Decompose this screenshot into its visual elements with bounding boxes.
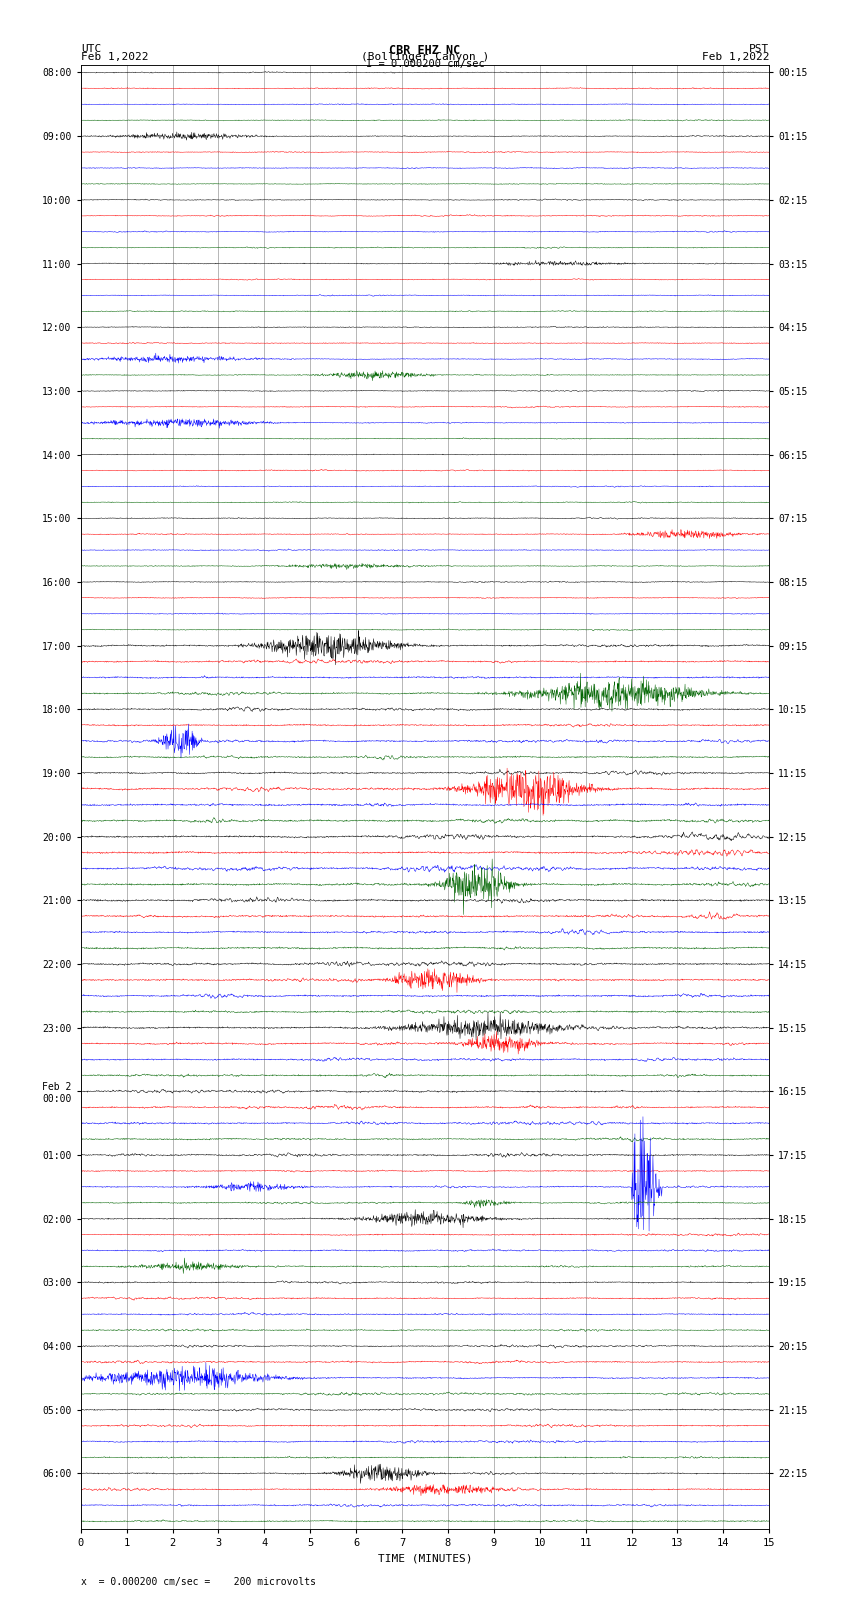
Text: Feb 1,2022: Feb 1,2022	[702, 52, 769, 61]
X-axis label: TIME (MINUTES): TIME (MINUTES)	[377, 1553, 473, 1563]
Text: (Bollinger Canyon ): (Bollinger Canyon )	[361, 52, 489, 61]
Text: Feb 1,2022: Feb 1,2022	[81, 52, 148, 61]
Text: UTC: UTC	[81, 44, 101, 55]
Text: PST: PST	[749, 44, 769, 55]
Text: x  = 0.000200 cm/sec =    200 microvolts: x = 0.000200 cm/sec = 200 microvolts	[81, 1578, 315, 1587]
Text: I = 0.000200 cm/sec: I = 0.000200 cm/sec	[366, 58, 484, 69]
Text: CBR EHZ NC: CBR EHZ NC	[389, 44, 461, 58]
